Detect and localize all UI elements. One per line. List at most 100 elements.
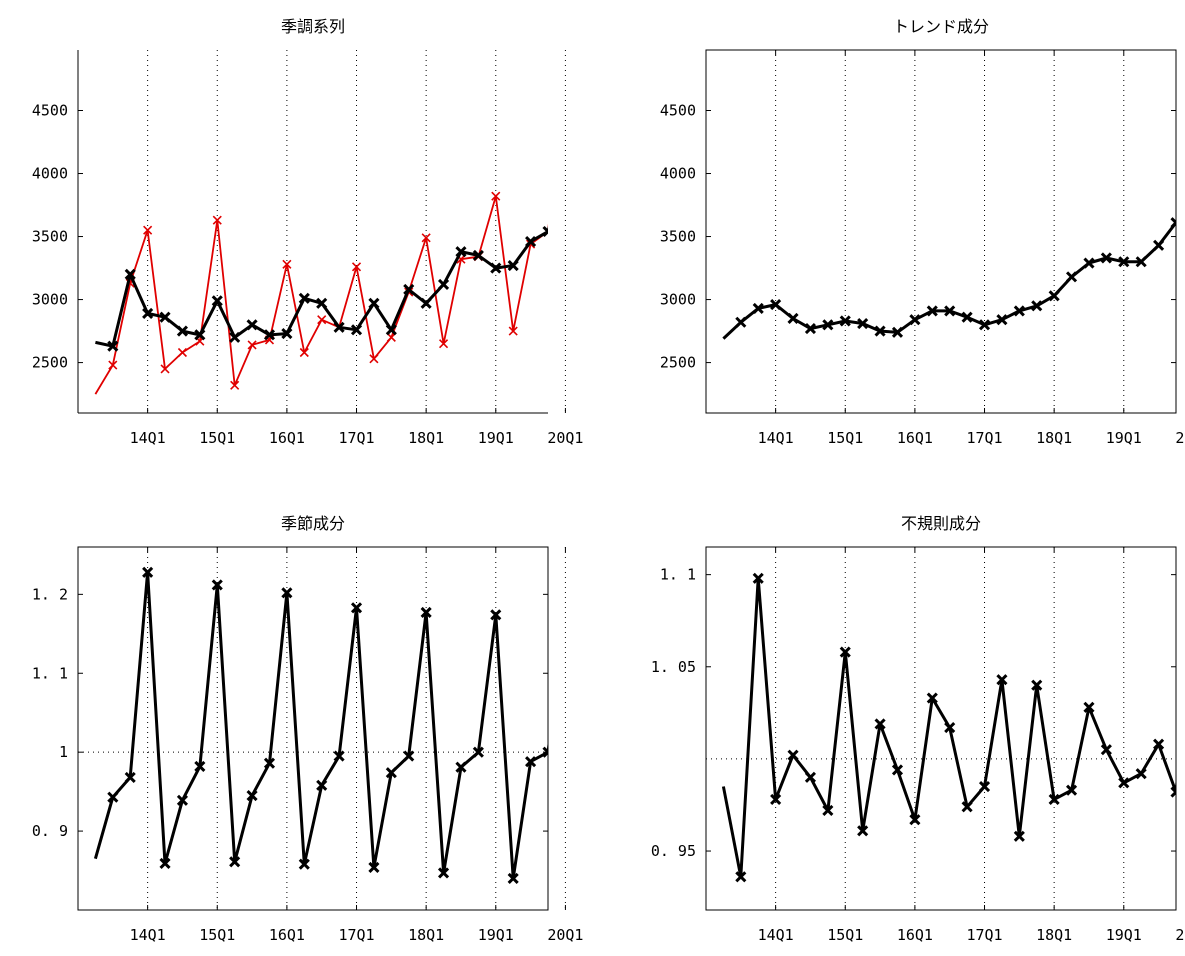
- y-tick-label: 3000: [660, 291, 696, 309]
- data-point-marker: [212, 215, 222, 225]
- data-point-marker: [437, 278, 450, 290]
- x-tick-label: 18Q1: [408, 429, 444, 447]
- panel-1: 季調系列 14Q1 15Q1 16Q1 17Q1 18Q1 19Q1 20Q1 2500 3000…: [32, 17, 584, 447]
- data-point-marker: [385, 324, 397, 336]
- data-point-marker: [804, 322, 817, 335]
- y-tick-label: 4000: [32, 165, 68, 183]
- y-tick-label: 1. 1: [660, 566, 696, 584]
- data-point-marker: [211, 295, 223, 307]
- series-group: [93, 566, 548, 884]
- x-tick-label: 17Q1: [966, 926, 1002, 944]
- data-point-marker: [1170, 217, 1176, 229]
- data-point-marker: [124, 771, 136, 783]
- data-point-marker: [839, 646, 851, 658]
- data-point-marker: [437, 867, 450, 879]
- data-point-marker: [839, 315, 851, 327]
- data-point-marker: [350, 602, 363, 614]
- data-point-marker: [298, 292, 310, 304]
- data-point-marker: [822, 319, 834, 331]
- data-point-marker: [124, 268, 136, 280]
- data-point-marker: [1013, 830, 1025, 842]
- data-point-marker: [230, 380, 240, 390]
- x-tick-label: 15Q1: [827, 429, 863, 447]
- y-tick-label: 3500: [660, 228, 696, 246]
- data-point-marker: [1065, 271, 1078, 283]
- data-point-marker: [107, 340, 119, 352]
- data-point-marker: [420, 297, 432, 309]
- data-point-marker: [804, 771, 817, 783]
- series-line: [721, 576, 1176, 879]
- data-point-marker: [246, 319, 258, 331]
- data-point-marker: [369, 354, 379, 364]
- x-tick-label: 15Q1: [199, 926, 235, 944]
- data-point-marker: [263, 329, 276, 341]
- panel-title: トレンド成分: [893, 17, 989, 36]
- data-point-marker: [490, 262, 502, 274]
- data-point-marker: [787, 749, 799, 761]
- data-point-marker: [368, 861, 380, 873]
- data-point-marker: [944, 722, 956, 734]
- data-point-marker: [108, 360, 118, 370]
- x-tick-label: 14Q1: [130, 429, 166, 447]
- panel-2: トレンド成分 14Q1 15Q1 16Q1 17Q1 18Q1 19Q1 20Q1 2500 30…: [660, 17, 1185, 447]
- data-point-marker: [368, 297, 380, 309]
- data-point-marker: [1083, 257, 1095, 269]
- data-point-marker: [1170, 786, 1176, 798]
- data-point-marker: [420, 606, 432, 619]
- series-line: [93, 570, 548, 880]
- data-point-marker: [508, 326, 518, 336]
- data-point-marker: [857, 317, 869, 330]
- data-point-marker: [386, 332, 396, 342]
- x-tick-label: 17Q1: [338, 429, 374, 447]
- data-point-marker: [1118, 256, 1130, 268]
- data-point-marker: [874, 718, 886, 730]
- data-point-marker: [944, 305, 956, 317]
- series-group: [722, 217, 1176, 340]
- data-point-marker: [996, 314, 1008, 326]
- x-tick-label: 17Q1: [338, 926, 374, 944]
- x-tick-label: 14Q1: [758, 429, 794, 447]
- data-point-marker: [298, 858, 310, 870]
- data-point-marker: [159, 311, 171, 323]
- data-point-marker: [1065, 784, 1078, 796]
- data-point-marker: [281, 587, 293, 599]
- panel-3: 季節成分 14Q1 15Q1 16Q1 17Q1 18Q1 19Q1 20Q1 0. 9 1 1. …: [32, 514, 584, 944]
- data-point-marker: [299, 347, 309, 358]
- data-point-marker: [525, 756, 537, 768]
- data-point-marker: [194, 329, 206, 341]
- data-point-marker: [561, 165, 570, 174]
- plot-frame: [705, 546, 1177, 911]
- x-tick-label: 19Q1: [478, 926, 514, 944]
- y-tick-label: 1. 1: [32, 664, 68, 682]
- data-point-marker: [229, 856, 241, 868]
- data-point-marker: [891, 326, 904, 338]
- data-point-marker: [909, 314, 921, 326]
- data-point-marker: [385, 767, 397, 779]
- x-tick-label: 20Q1: [1175, 926, 1185, 944]
- data-point-marker: [926, 305, 938, 317]
- x-tick-label: 20Q1: [547, 429, 583, 447]
- data-point-marker: [472, 746, 484, 758]
- data-point-marker: [351, 262, 362, 272]
- y-tick-label: 0. 95: [651, 842, 696, 860]
- data-point-marker: [403, 750, 415, 762]
- data-point-marker: [1048, 793, 1060, 806]
- x-tick-label: 18Q1: [408, 926, 444, 944]
- data-point-marker: [142, 307, 154, 319]
- data-point-marker: [1100, 252, 1112, 264]
- data-point-marker: [282, 259, 292, 269]
- data-point-marker: [490, 609, 502, 621]
- data-point-marker: [247, 340, 257, 350]
- data-point-marker: [1031, 300, 1043, 312]
- y-tick-label: 3000: [32, 291, 68, 309]
- y-tick-label: 4000: [660, 165, 696, 183]
- data-point-marker: [1048, 290, 1060, 302]
- y-tick-label: 1. 2: [32, 585, 68, 603]
- data-point-marker: [316, 297, 328, 309]
- data-point-marker: [107, 791, 119, 803]
- data-point-marker: [787, 312, 799, 325]
- panel-title: 季節成分: [281, 514, 345, 533]
- data-point-marker: [159, 857, 171, 870]
- data-point-marker: [1153, 239, 1165, 251]
- x-tick-label: 18Q1: [1036, 429, 1072, 447]
